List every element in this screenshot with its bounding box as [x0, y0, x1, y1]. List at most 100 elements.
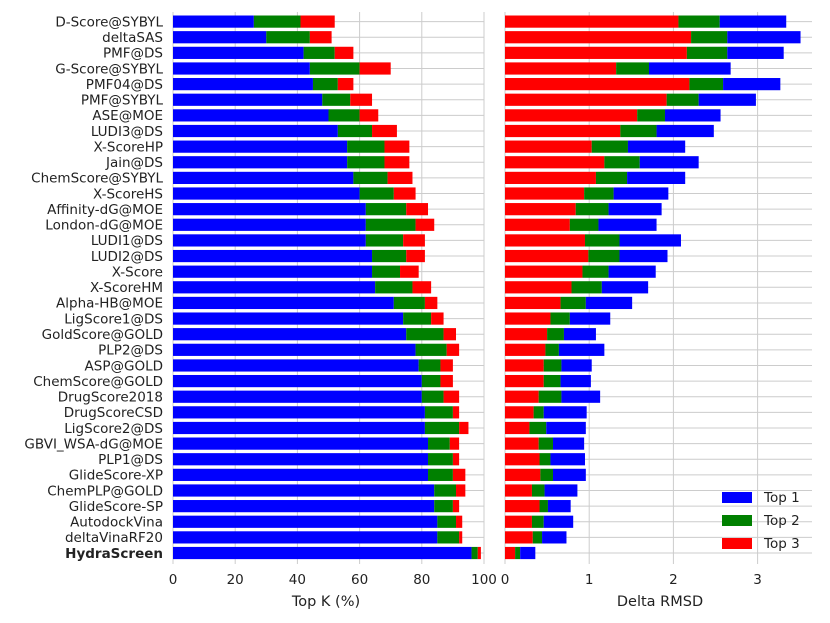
- right-bar-x-scorehs-top-2: [584, 187, 614, 200]
- right-bar-d-score-sybyl-top-2: [678, 15, 720, 28]
- left-bar-x-scorehm-top-3: [412, 281, 432, 294]
- right-bar-goldscore-gold-top-1: [563, 328, 596, 341]
- left-bar-ludi2-ds-top-1: [173, 249, 373, 263]
- left-bar-hydrascreen-top-3: [477, 546, 481, 560]
- left-bar-chemplp-gold-top-1: [173, 484, 435, 497]
- left-bar-plp2-ds-top-2: [415, 343, 447, 356]
- right-bar-pmf-ds-top-1: [727, 46, 784, 59]
- right-bar-ludi1-ds-top-3: [505, 234, 585, 247]
- left-bar-plp2-ds-top-1: [173, 343, 416, 356]
- legend-label-top3: Top 3: [763, 536, 800, 552]
- left-bar-jain-ds-top-2: [347, 156, 385, 169]
- left-bar-ludi1-ds-top-1: [173, 234, 366, 247]
- left-bar-glidescore-sp-top-2: [434, 500, 453, 513]
- category-label-pmf-sybyl: PMF@SYBYL: [81, 93, 164, 109]
- right-tick-1: 1: [585, 572, 594, 588]
- right-bar-pmf04-ds-top-3: [505, 78, 690, 91]
- left-bar-affinity-dg-moe-top-2: [365, 203, 407, 216]
- left-bar-drugscorecsd-top-3: [452, 406, 460, 419]
- right-bar-ludi1-ds-top-1: [619, 234, 681, 247]
- left-bar-g-score-sybyl-top-2: [309, 62, 360, 75]
- left-bar-autodockvina-top-1: [173, 515, 438, 528]
- right-bar-glidescore-sp-top-3: [505, 500, 540, 513]
- left-bar-ludi3-ds-top-3: [372, 124, 397, 138]
- right-bar-ludi1-ds-top-2: [584, 234, 620, 247]
- left-bar-ludi2-ds-top-3: [406, 249, 425, 263]
- right-bar-x-scorehm-top-1: [601, 281, 649, 294]
- right-bar-asp-gold-top-1: [561, 359, 592, 372]
- left-bar-d-score-sybyl-top-3: [300, 15, 335, 28]
- left-bar-ligscore2-ds-top-3: [459, 421, 469, 435]
- category-label-ludi2-ds: LUDI2@DS: [91, 249, 163, 265]
- category-label-ase-moe: ASE@MOE: [92, 108, 163, 124]
- left-bar-pmf04-ds-top-1: [173, 78, 313, 91]
- right-bar-plp1-ds-top-1: [550, 453, 585, 466]
- right-bar-plp2-ds-top-3: [505, 343, 546, 356]
- left-bar-x-scorehp-top-1: [173, 140, 348, 153]
- left-bar-autodockvina-top-3: [456, 515, 463, 528]
- right-bar-chemplp-gold-top-3: [505, 484, 532, 497]
- left-bar-jain-ds-top-3: [384, 156, 410, 169]
- left-bar-drugscore2018-top-2: [421, 390, 444, 403]
- left-bar-plp1-ds-top-3: [452, 453, 460, 466]
- right-bar-drugscore2018-top-2: [538, 390, 562, 403]
- left-bar-ligscore2-ds-top-2: [424, 421, 460, 435]
- left-bar-ase-moe-top-3: [359, 109, 379, 122]
- left-bar-goldscore-gold-top-1: [173, 328, 407, 341]
- legend-label-top1: Top 1: [763, 490, 800, 506]
- category-labels: D-Score@SYBYLdeltaSASPMF@DSG-Score@SYBYL…: [24, 14, 163, 561]
- left-bar-plp2-ds-top-3: [446, 343, 460, 356]
- right-bar-x-score-top-2: [582, 265, 609, 278]
- right-bar-ase-moe-top-2: [637, 109, 665, 122]
- right-bar-pmf-ds-top-2: [686, 46, 728, 59]
- right-bar-asp-gold-top-3: [505, 359, 544, 372]
- right-bar-goldscore-gold-top-3: [505, 328, 548, 341]
- left-bar-chemscore-gold-top-1: [173, 374, 422, 388]
- left-bar-x-scorehm-top-2: [375, 281, 413, 294]
- right-bar-gbvi-wsa-dg-moe-top-2: [538, 437, 553, 450]
- left-bar-x-scorehs-top-1: [173, 187, 360, 200]
- legend-swatch-top1: [722, 492, 752, 503]
- left-bar-deltasas-top-3: [309, 31, 332, 44]
- left-bar-hydrascreen-top-1: [173, 546, 472, 560]
- right-bar-drugscorecsd-top-3: [505, 406, 534, 419]
- right-bar-g-score-sybyl-top-2: [616, 62, 649, 75]
- right-bar-d-score-sybyl-top-1: [719, 15, 787, 28]
- right-bar-chemscore-sybyl-top-2: [595, 171, 628, 184]
- left-bar-deltasas-top-2: [266, 31, 310, 44]
- right-bar-asp-gold-top-2: [543, 359, 562, 372]
- left-bar-gbvi-wsa-dg-moe-top-1: [173, 437, 429, 450]
- category-label-ligscore2-ds: LigScore2@DS: [64, 421, 163, 437]
- right-bar-london-dg-moe-top-3: [505, 218, 570, 231]
- right-bar-alpha-hb-moe-top-3: [505, 296, 561, 310]
- category-label-g-score-sybyl: G-Score@SYBYL: [55, 61, 163, 77]
- left-bar-deltavinarf20-top-3: [459, 531, 463, 544]
- right-bar-chemplp-gold-top-2: [531, 484, 545, 497]
- left-tick-80: 80: [413, 572, 430, 588]
- category-label-chemscore-sybyl: ChemScore@SYBYL: [31, 171, 163, 187]
- right-bar-drugscore2018-top-1: [561, 390, 601, 403]
- right-bar-affinity-dg-moe-top-3: [505, 203, 576, 216]
- right-bar-ligscore1-ds-top-2: [550, 312, 570, 325]
- category-label-pmf04-ds: PMF04@DS: [86, 77, 163, 93]
- right-bar-london-dg-moe-top-2: [569, 218, 599, 231]
- category-label-glidescore-sp: GlideScore-SP: [69, 499, 163, 515]
- category-label-ligscore1-ds: LigScore1@DS: [64, 311, 163, 327]
- left-bar-gbvi-wsa-dg-moe-top-2: [428, 437, 450, 450]
- right-bar-x-scorehs-top-3: [505, 187, 585, 200]
- left-bar-x-score-top-2: [372, 265, 401, 278]
- left-bar-chemscore-sybyl-top-1: [173, 171, 354, 184]
- right-bar-deltavinarf20-top-3: [505, 531, 533, 544]
- left-bar-autodockvina-top-2: [437, 515, 457, 528]
- left-bar-glidescore-sp-top-1: [173, 500, 435, 513]
- category-label-hydrascreen: HydraScreen: [65, 546, 163, 562]
- right-bar-affinity-dg-moe-top-2: [575, 203, 609, 216]
- category-label-jain-ds: Jain@DS: [105, 155, 163, 171]
- left-bar-asp-gold-top-3: [440, 359, 453, 372]
- right-bar-ludi2-ds-top-1: [619, 249, 668, 263]
- right-bar-glidescore-xp-top-1: [552, 468, 586, 481]
- left-bar-london-dg-moe-top-1: [173, 218, 366, 231]
- left-tick-0: 0: [169, 572, 178, 588]
- right-bar-glidescore-xp-top-3: [505, 468, 541, 481]
- right-bar-ludi2-ds-top-3: [505, 249, 589, 263]
